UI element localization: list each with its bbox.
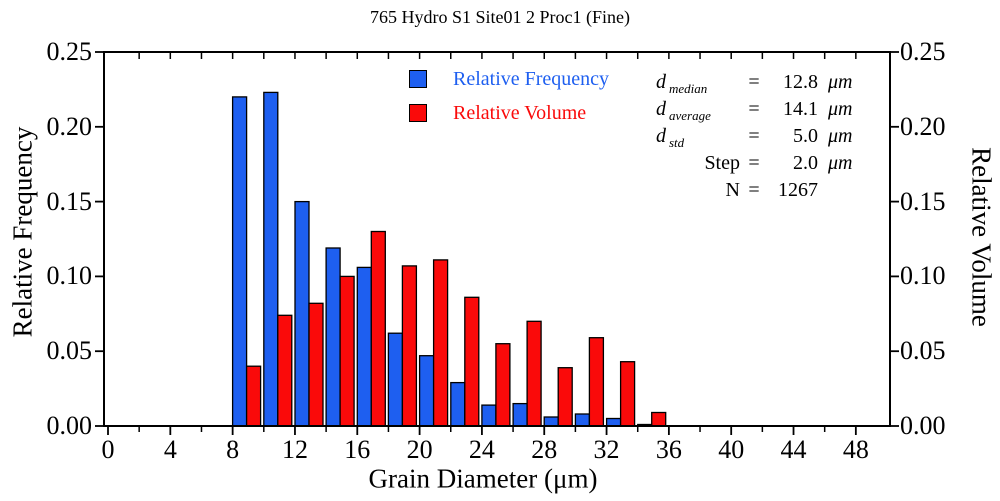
bar-frequency-18 (387, 332, 404, 427)
stat-equals: = (748, 179, 760, 201)
x-tick-label: 28 (531, 435, 558, 464)
bar-frequency-28 (543, 416, 559, 427)
bar-frequency-8 (231, 96, 248, 427)
x-tick-label: 32 (593, 435, 620, 464)
bar-frequency-22 (450, 381, 466, 427)
bar-frequency-32 (605, 417, 622, 427)
volume-swatch-icon (409, 104, 427, 122)
x-tick-label: 44 (780, 435, 807, 464)
stat-unit (818, 179, 860, 206)
plot-border (103, 51, 891, 427)
x-tick-label: 24 (468, 435, 495, 464)
bar-volume-32 (619, 361, 636, 427)
bar-volume-10 (277, 314, 293, 427)
bar-frequency-16 (356, 266, 372, 427)
bar-volume-14 (339, 275, 355, 427)
bar-volume-30 (588, 337, 605, 427)
stat-unit: μm (828, 152, 853, 174)
bar-frequency-30 (574, 413, 591, 427)
legend-item-volume: Relative Volume (409, 103, 586, 123)
stat-name-d-median: d median (656, 71, 708, 96)
stat-value-d-average: 14.1 (783, 98, 818, 120)
y-right-axis-title: Relative Volume (966, 147, 997, 327)
legend-label-frequency: Relative Frequency (453, 68, 610, 90)
stat-name-d-std: d std (656, 125, 685, 150)
legend-label-volume: Relative Volume (453, 102, 587, 124)
bar-frequency-24 (481, 404, 497, 427)
y-tick-label-right: 0.25 (900, 37, 946, 66)
y-tick-label-right: 0.15 (900, 186, 946, 216)
stat-value-step: 2.0 (793, 152, 818, 174)
y-tick-label-right: 0.00 (900, 411, 946, 440)
bar-volume-20 (432, 259, 449, 427)
stat-name-n: N (725, 179, 740, 201)
bar-volume-8 (245, 365, 262, 427)
bar-volume-24 (495, 343, 511, 427)
y-tick-label-left: 0.10 (46, 261, 93, 291)
x-tick-label: 8 (226, 435, 240, 464)
legend-item-frequency: Relative Frequency (409, 69, 609, 89)
stat-unit: μm (828, 125, 853, 147)
stat-unit: μm (828, 71, 853, 93)
y-tick-label-left: 0.00 (46, 411, 93, 440)
y-tick-label-left: 0.15 (46, 186, 93, 216)
bar-frequency-12 (294, 200, 310, 427)
x-tick-label: 20 (406, 435, 433, 464)
stat-value-d-median: 12.8 (783, 71, 818, 93)
bar-frequency-10 (263, 91, 279, 427)
x-tick-label: 36 (655, 435, 682, 464)
stat-value-d-std: 5.0 (793, 125, 818, 147)
stat-value-n: 1267 (778, 179, 818, 201)
x-tick-label: 12 (281, 435, 308, 464)
x-axis-title: Grain Diameter (μm) (368, 463, 598, 494)
y-tick-label-right: 0.10 (900, 261, 946, 291)
stat-equals: = (748, 98, 760, 120)
bar-volume-18 (401, 265, 418, 427)
stat-name-step: Step (704, 152, 740, 174)
bar-volume-16 (370, 230, 386, 427)
y-tick-label-left: 0.05 (46, 336, 93, 366)
frequency-swatch-icon (409, 70, 427, 88)
stat-equals: = (748, 152, 760, 174)
bar-volume-28 (557, 367, 573, 427)
stats-annotation: d median = 12.8 μm d average = 14.1 μm d st… (656, 71, 860, 206)
y-left-axis-title: Relative Frequency (7, 126, 38, 338)
x-tick-label: 16 (344, 435, 371, 464)
x-tick-label: 0 (101, 435, 115, 464)
bar-volume-34 (651, 411, 667, 427)
x-tick-label: 40 (718, 435, 745, 464)
y-tick-label-left: 0.20 (46, 111, 93, 141)
y-tick-label-right: 0.05 (900, 336, 946, 366)
y-tick-label-left: 0.25 (46, 37, 93, 66)
bar-frequency-20 (418, 355, 435, 427)
bar-volume-26 (526, 320, 542, 427)
bar-frequency-14 (325, 247, 341, 427)
y-tick-label-right: 0.20 (900, 111, 946, 141)
x-tick-label: 4 (163, 435, 177, 464)
stat-equals: = (748, 125, 760, 147)
stat-name-d-average: d average (656, 98, 711, 123)
bar-volume-12 (308, 302, 324, 427)
chart-title: 765 Hydro S1 Site01 2 Proc1 (Fine) (370, 7, 630, 27)
bar-frequency-26 (512, 402, 528, 427)
x-tick-label: 48 (842, 435, 869, 464)
stat-unit: μm (828, 98, 853, 120)
bar-volume-22 (464, 296, 480, 427)
stat-equals: = (748, 71, 760, 93)
